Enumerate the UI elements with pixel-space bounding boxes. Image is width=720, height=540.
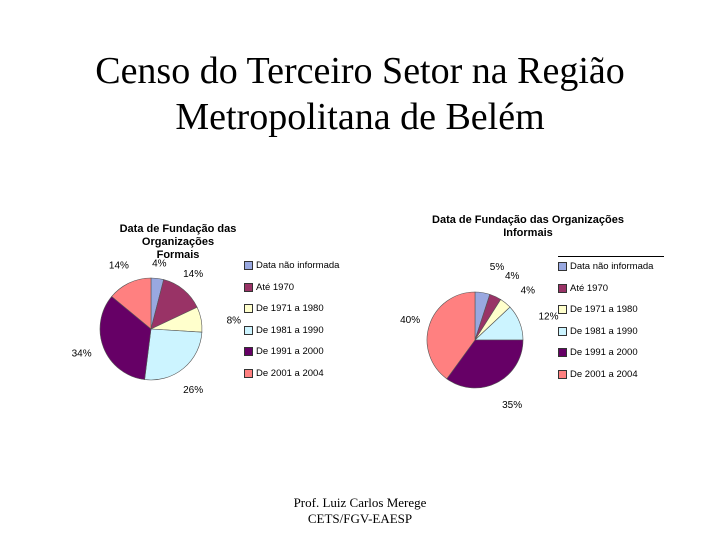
legend-label: De 1991 a 2000 — [256, 346, 324, 358]
legend-item: Até 1970 — [244, 282, 339, 304]
legend-item: Data não informada — [558, 261, 664, 283]
legend-label: Até 1970 — [256, 281, 295, 293]
pie-slice — [446, 339, 524, 389]
slide-title-line-2: Metropolitana de Belém — [175, 96, 545, 138]
legend-item: De 1971 a 1980 — [244, 303, 339, 325]
legend-item: De 2001 a 2004 — [558, 369, 664, 391]
footer-author: Prof. Luiz Carlos Merege — [293, 495, 427, 510]
legend-item: De 1981 a 1990 — [244, 325, 339, 347]
legend-swatch — [558, 283, 567, 293]
chart-title: Data de Fundação das Organizações Formai… — [83, 223, 273, 262]
legend-swatch — [244, 325, 253, 335]
legend-label: De 1991 a 2000 — [570, 347, 638, 359]
legend-item: De 1991 a 2000 — [558, 347, 664, 369]
pie-data-label: 26% — [183, 385, 203, 396]
pie-data-label: 14% — [183, 269, 203, 280]
legend-swatch — [244, 304, 253, 314]
footer-institution: CETS/FGV-EAESP — [307, 511, 413, 526]
footer: Prof. Luiz Carlos Merege CETS/FGV-EAESP — [210, 495, 510, 527]
legend-item: De 1971 a 1980 — [558, 304, 664, 326]
chart-title-line-2: Formais — [156, 249, 200, 261]
legend-swatch — [244, 282, 253, 292]
pie-slice — [111, 277, 152, 330]
legend-item: Data não informada — [244, 260, 339, 282]
chart-title-line-2: Informais — [503, 227, 553, 239]
pie-data-label: 12% — [538, 311, 558, 322]
pie-data-label: 34% — [72, 348, 92, 359]
pie-data-label: 4% — [505, 271, 520, 282]
pie-slice — [426, 291, 476, 380]
legend-swatch — [558, 348, 567, 358]
pie-data-label: 8% — [227, 316, 242, 327]
pie-slice — [99, 296, 152, 380]
legend-label: De 2001 a 2004 — [570, 368, 638, 380]
chart-title-line-1: Data de Fundação das Organizações — [119, 223, 237, 248]
legend-swatch — [244, 347, 253, 357]
legend-label: De 2001 a 2004 — [256, 367, 324, 379]
legend-label: De 1981 a 1990 — [256, 324, 324, 336]
chart-formal-organizations: Data de Fundação das Organizações Formai… — [72, 214, 358, 400]
legend-label: De 1971 a 1980 — [256, 303, 324, 315]
chart-legend: Data não informada Até 1970 De 1971 a 1980… — [244, 260, 339, 390]
chart-title-line-1: Data de Fundação das Organizações — [432, 214, 624, 226]
pie-slice — [144, 328, 203, 381]
chart-legend: Data não informada Até 1970 De 1971 a 1980… — [558, 256, 664, 391]
legend-label: De 1971 a 1980 — [570, 304, 638, 316]
legend-swatch — [244, 260, 253, 270]
legend-swatch — [558, 326, 567, 336]
legend-swatch — [558, 369, 567, 379]
pie-data-label: 14% — [109, 260, 129, 271]
legend-label: Data não informada — [256, 260, 340, 271]
legend-item: De 1991 a 2000 — [244, 346, 339, 368]
legend-label: De 1981 a 1990 — [570, 325, 638, 337]
pie-chart: 4% 14% 8% 26% 34% 14% — [72, 259, 242, 396]
legend-label: Data não informada — [570, 261, 654, 272]
chart-title: Data de Fundação das Organizações Inform… — [398, 214, 658, 240]
chart-informal-organizations: Data de Fundação das Organizações Inform… — [398, 209, 666, 411]
pie-data-label: 4% — [521, 286, 536, 297]
slide-title-line-1: Censo do Terceiro Setor na Região — [95, 50, 625, 92]
legend-item: Até 1970 — [558, 283, 664, 305]
legend-swatch — [558, 305, 567, 315]
legend-swatch — [558, 261, 567, 271]
pie-data-label: 5% — [490, 262, 505, 273]
legend-item: De 2001 a 2004 — [244, 368, 339, 390]
pie-data-label: 40% — [400, 315, 420, 326]
legend-label: Até 1970 — [570, 282, 609, 294]
slide-title: Censo do Terceiro Setor na Região Metrop… — [40, 48, 680, 140]
pie-data-label: 35% — [502, 400, 522, 411]
pie-data-label: 4% — [152, 259, 167, 270]
pie-chart: 5%4%4%12%35%40% — [400, 262, 559, 411]
legend-swatch — [244, 368, 253, 378]
legend-item: De 1981 a 1990 — [558, 326, 664, 348]
